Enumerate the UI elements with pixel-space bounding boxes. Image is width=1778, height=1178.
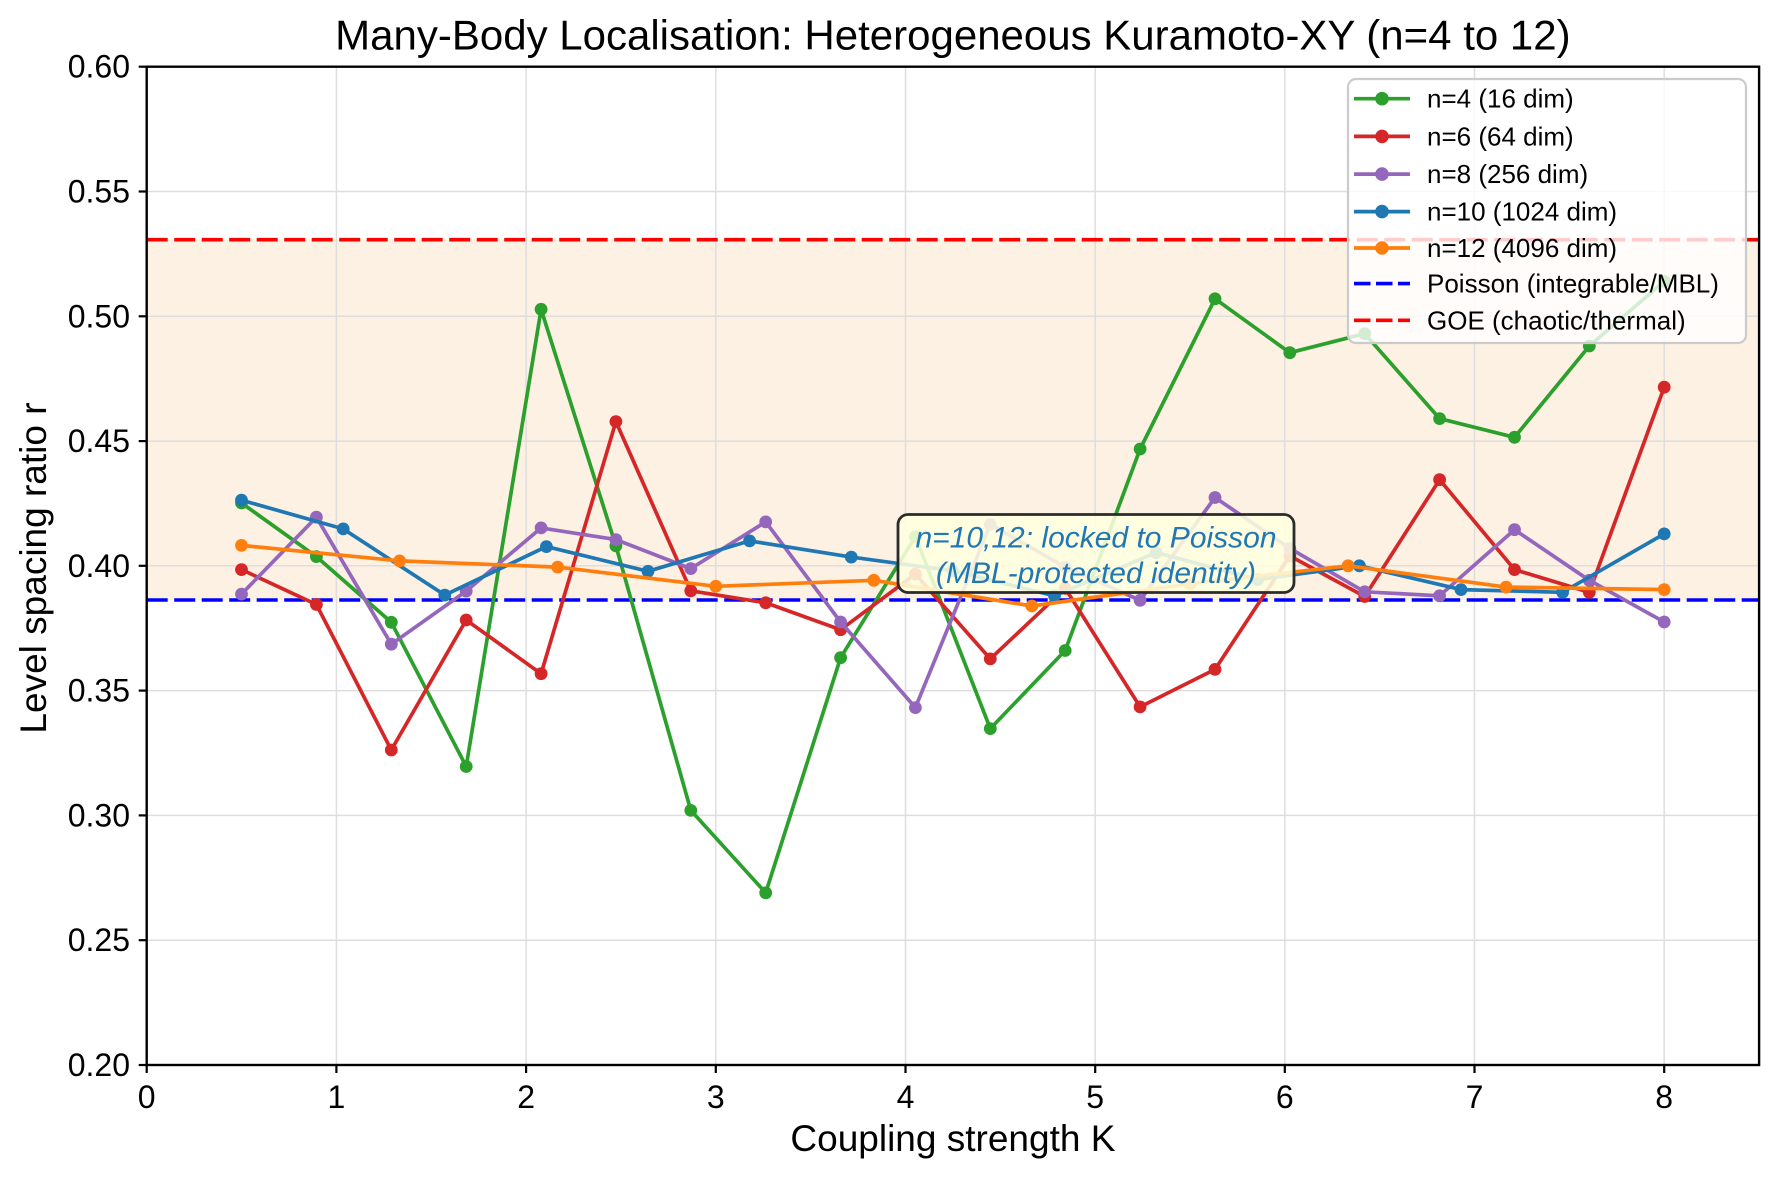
svg-text:0.45: 0.45 <box>68 423 130 459</box>
svg-text:0.25: 0.25 <box>68 922 130 958</box>
svg-text:n=4 (16 dim): n=4 (16 dim) <box>1427 84 1574 114</box>
svg-text:7: 7 <box>1466 1079 1484 1115</box>
svg-text:0.40: 0.40 <box>68 548 130 584</box>
svg-text:5: 5 <box>1086 1079 1104 1115</box>
svg-text:8: 8 <box>1655 1079 1673 1115</box>
svg-text:2: 2 <box>517 1079 535 1115</box>
svg-text:n=6 (64 dim): n=6 (64 dim) <box>1427 121 1574 151</box>
svg-text:0: 0 <box>138 1079 156 1115</box>
svg-text:6: 6 <box>1276 1079 1294 1115</box>
svg-text:n=12 (4096 dim): n=12 (4096 dim) <box>1427 233 1617 263</box>
svg-text:n=10 (1024 dim): n=10 (1024 dim) <box>1427 197 1617 227</box>
svg-text:0.60: 0.60 <box>68 49 130 85</box>
svg-text:0.20: 0.20 <box>68 1047 130 1083</box>
svg-text:Coupling strength K: Coupling strength K <box>790 1118 1115 1159</box>
svg-text:Poisson (integrable/MBL): Poisson (integrable/MBL) <box>1427 269 1719 299</box>
svg-text:Level spacing ratio r: Level spacing ratio r <box>13 402 54 733</box>
svg-text:0.50: 0.50 <box>68 298 130 334</box>
svg-text:4: 4 <box>897 1079 915 1115</box>
svg-text:(MBL-protected identity): (MBL-protected identity) <box>936 557 1256 590</box>
svg-text:GOE (chaotic/thermal): GOE (chaotic/thermal) <box>1427 305 1686 335</box>
svg-text:1: 1 <box>328 1079 346 1115</box>
svg-text:Many-Body Localisation: Hetero: Many-Body Localisation: Heterogeneous Ku… <box>335 12 1570 59</box>
svg-text:n=10,12: locked to Poisson: n=10,12: locked to Poisson <box>915 522 1276 555</box>
svg-text:0.30: 0.30 <box>68 797 130 833</box>
svg-text:3: 3 <box>707 1079 725 1115</box>
svg-text:n=8 (256 dim): n=8 (256 dim) <box>1427 159 1588 189</box>
svg-text:0.35: 0.35 <box>68 673 130 709</box>
svg-text:0.55: 0.55 <box>68 174 130 210</box>
